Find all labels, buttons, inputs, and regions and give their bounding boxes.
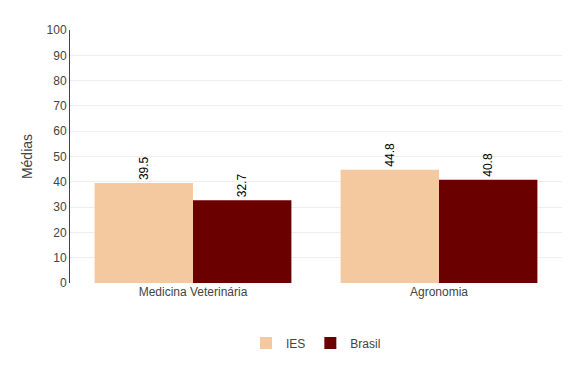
svg-text:30: 30	[53, 200, 67, 214]
svg-text:44.8: 44.8	[383, 143, 397, 167]
svg-text:50: 50	[53, 150, 67, 164]
svg-text:10: 10	[53, 251, 67, 265]
svg-text:80: 80	[53, 74, 67, 88]
svg-text:100: 100	[47, 23, 67, 37]
svg-text:0: 0	[60, 276, 67, 290]
svg-text:IES: IES	[286, 337, 305, 351]
svg-text:60: 60	[53, 124, 67, 138]
svg-text:20: 20	[53, 226, 67, 240]
svg-text:Agronomia: Agronomia	[410, 285, 468, 299]
svg-text:Medicina Veterinária: Medicina Veterinária	[139, 285, 248, 299]
svg-text:32.7: 32.7	[235, 174, 249, 198]
svg-text:70: 70	[53, 99, 67, 113]
svg-text:Brasil: Brasil	[350, 337, 380, 351]
svg-text:40: 40	[53, 175, 67, 189]
svg-text:39.5: 39.5	[137, 156, 151, 180]
svg-text:Médias: Médias	[19, 134, 35, 179]
svg-text:40.8: 40.8	[481, 153, 495, 177]
svg-text:90: 90	[53, 49, 67, 63]
